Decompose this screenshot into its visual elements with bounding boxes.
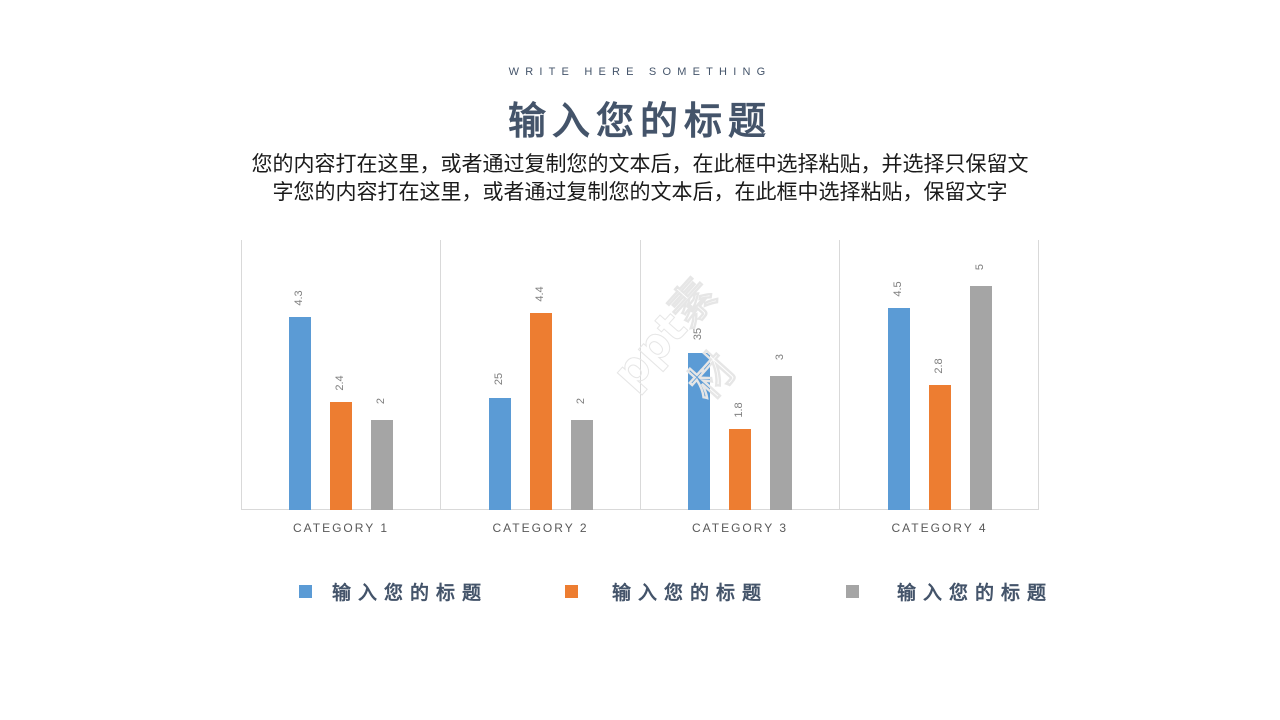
- legend-item: 输入您的标题: [565, 576, 768, 606]
- legend-item: 输入您的标题: [299, 576, 488, 606]
- gridline: [1038, 240, 1039, 510]
- data-label: 4.3: [293, 290, 305, 307]
- data-label: 1.8: [733, 402, 745, 419]
- page-title: 输入您的标题: [507, 99, 772, 143]
- bar-series-1-4: [887, 308, 910, 510]
- bar-chart: 4.3 2.4 2 25 4.4 2 35 1.8 3 4.5 2.8 5: [241, 240, 1039, 510]
- subtitle-english: WRITE HERE SOMETHING: [508, 66, 772, 78]
- gridline: [839, 240, 840, 510]
- bar-series-2-2: [529, 312, 552, 510]
- legend-swatch-icon: [846, 584, 859, 598]
- data-label: 2: [574, 398, 587, 405]
- category-label: CATEGORY 3: [691, 521, 789, 535]
- category-label: CATEGORY 2: [492, 521, 589, 535]
- data-label: 5: [973, 263, 986, 271]
- x-axis-line: [241, 509, 1039, 510]
- category-label: CATEGORY 1: [292, 521, 390, 535]
- bar-series-1-2: [488, 398, 511, 510]
- data-label: 4.4: [533, 286, 546, 302]
- bar-series-2-3: [729, 429, 751, 510]
- legend-swatch-icon: [299, 584, 312, 598]
- bar-series-2-4: [928, 384, 951, 510]
- body-text-line-2: 字您的内容打在这里，或者通过复制您的文本后，在此框中选择粘贴，保留文字: [272, 180, 1008, 204]
- bar-series-3-4: [969, 286, 992, 510]
- body-text-line-1: 您的内容打在这里，或者通过复制您的文本后，在此框中选择粘贴，并选择只保留文: [251, 152, 1029, 176]
- legend-label: 输入您的标题: [612, 581, 769, 604]
- body-text: 您的内容打在这里，或者通过复制您的文本后，在此框中选择粘贴，并选择只保留文 字您…: [200, 150, 1080, 206]
- bar-series-2-1: [330, 402, 352, 510]
- data-label: 2.8: [932, 357, 945, 374]
- gridline: [440, 240, 441, 510]
- legend-label: 输入您的标题: [332, 581, 489, 604]
- bar-series-3-3: [770, 375, 792, 510]
- gridline: [640, 240, 641, 510]
- bar-series-3-2: [570, 420, 593, 510]
- bar-series-1-1: [289, 317, 311, 510]
- data-label: 25: [492, 372, 505, 386]
- bar-series-3-1: [371, 420, 393, 510]
- legend-item: 输入您的标题: [846, 576, 1053, 606]
- data-label: 2.4: [334, 375, 346, 392]
- legend-label: 输入您的标题: [897, 581, 1054, 604]
- data-label: 2: [375, 398, 387, 405]
- bar-series-1-3: [688, 353, 710, 510]
- gridline: [241, 240, 242, 510]
- legend-swatch-icon: [565, 584, 578, 598]
- chart-legend: 输入您的标题 输入您的标题 输入您的标题: [0, 576, 1280, 606]
- data-label: 4.5: [891, 281, 904, 298]
- category-label: CATEGORY 4: [891, 521, 988, 535]
- data-label: 3: [774, 353, 786, 360]
